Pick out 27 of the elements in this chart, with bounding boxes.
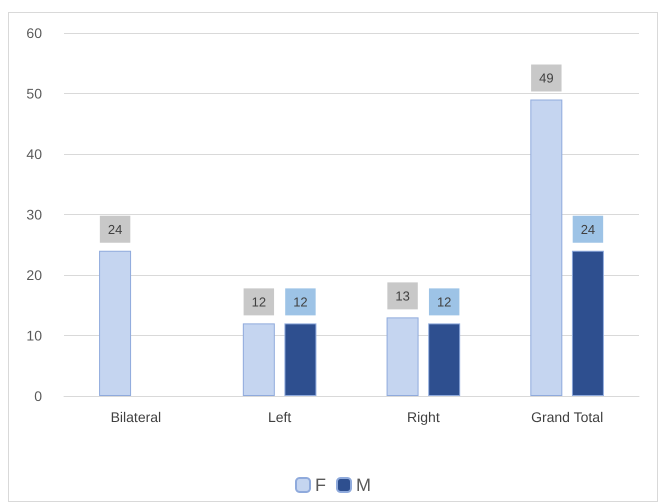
x-tick-label: Grand Total: [531, 409, 604, 425]
legend-label: M: [356, 475, 371, 495]
data-label: 24: [108, 222, 122, 237]
data-label: 12: [252, 294, 266, 310]
y-tick-label: 30: [26, 206, 42, 222]
bar: [386, 317, 419, 396]
bar: [530, 100, 562, 396]
bar: [428, 323, 460, 396]
bar: [242, 323, 275, 396]
x-tick-label: Right: [407, 409, 440, 425]
y-tick-label: 20: [26, 267, 42, 283]
data-label: 12: [436, 294, 452, 310]
data-label: 49: [539, 70, 554, 86]
y-tick-label: 60: [26, 25, 42, 41]
y-tick-label: 10: [26, 328, 42, 344]
legend-label: F: [315, 475, 326, 495]
data-label: 24: [580, 222, 596, 237]
data-label: 12: [293, 294, 308, 310]
y-tick-label: 40: [26, 146, 42, 162]
bar: [284, 323, 316, 396]
data-label: 13: [395, 288, 410, 304]
y-tick-label: 50: [26, 86, 42, 102]
bar: [99, 250, 132, 396]
y-tick-label: 0: [34, 388, 42, 404]
x-tick-label: Left: [268, 409, 292, 425]
bar: [572, 250, 604, 396]
x-tick-label: Bilateral: [110, 409, 162, 425]
